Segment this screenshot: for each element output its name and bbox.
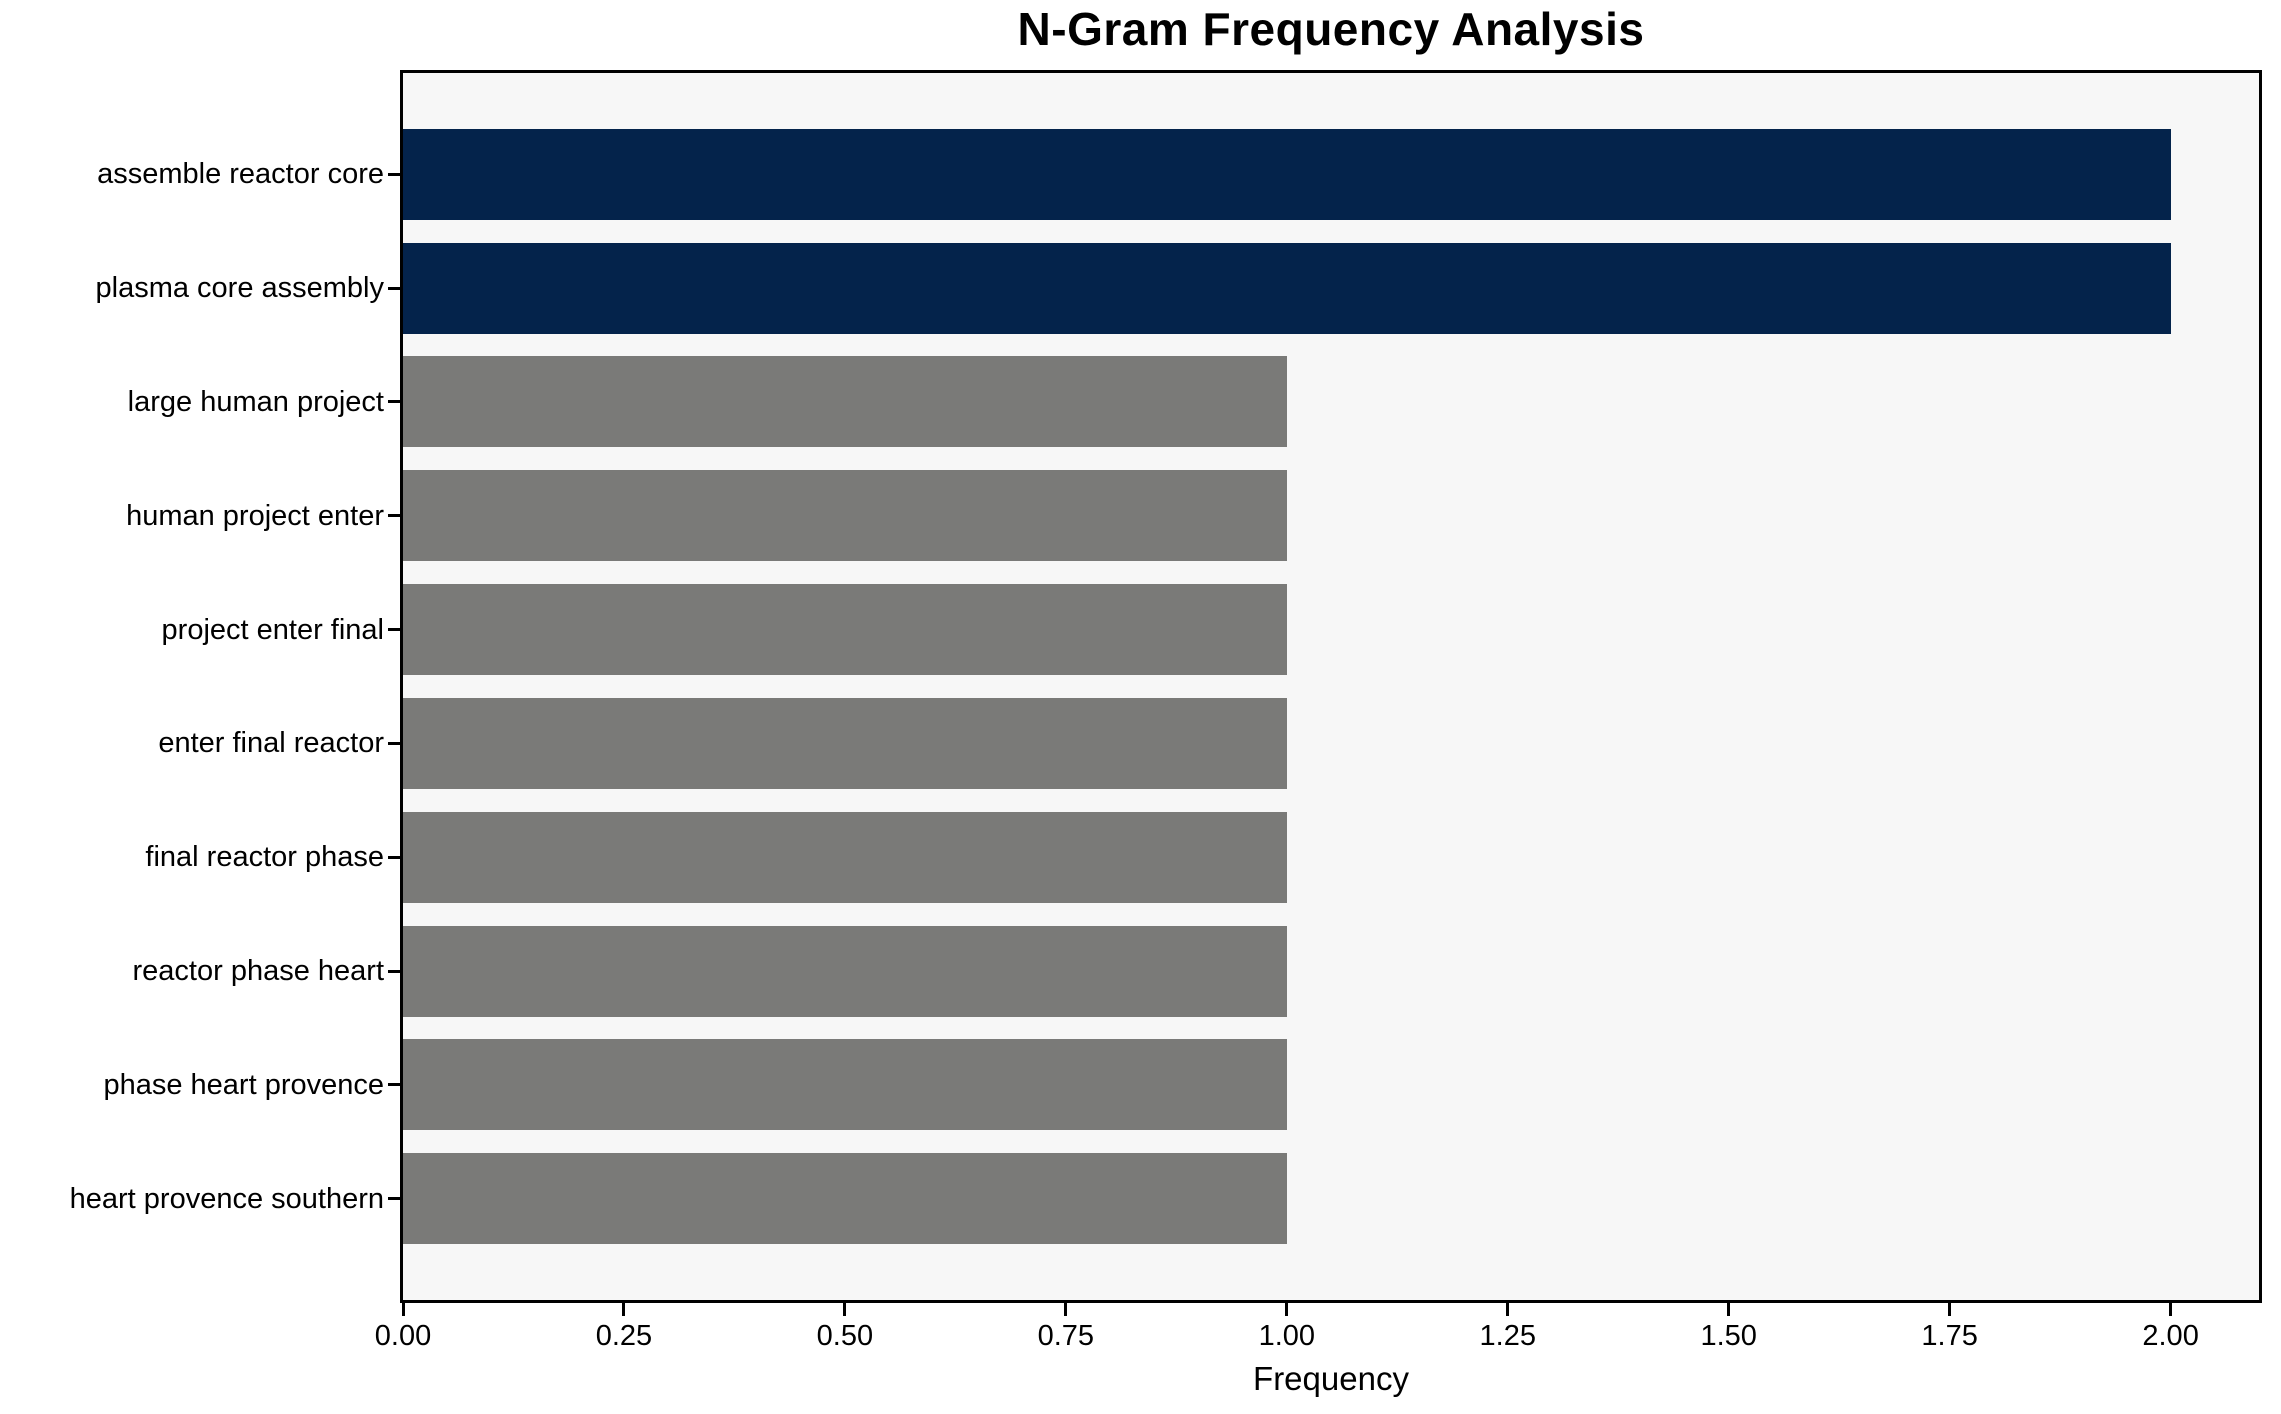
y-axis-tick: [388, 172, 400, 176]
y-tick-label: reactor phase heart: [132, 955, 384, 988]
x-tick-label: 0.00: [374, 1320, 432, 1352]
y-tick-label: phase heart provence: [103, 1068, 384, 1101]
x-axis-tick: [843, 1303, 847, 1316]
y-axis-tick: [388, 514, 400, 518]
bar: [403, 925, 1287, 1017]
y-tick-label: final reactor phase: [145, 841, 384, 874]
x-axis-label: Frequency: [1253, 1360, 1409, 1397]
bar: [403, 1153, 1287, 1245]
y-axis-tick: [388, 855, 400, 859]
y-axis-tick: [388, 628, 400, 632]
y-tick-label: large human project: [127, 385, 384, 418]
bar: [403, 470, 1287, 562]
x-tick-label: 1.75: [1921, 1320, 1978, 1352]
y-axis-tick: [388, 400, 400, 404]
y-axis-tick: [388, 741, 400, 745]
x-axis-tick: [1064, 1303, 1068, 1316]
y-axis-tick: [388, 1083, 400, 1087]
x-tick-label: 1.25: [1479, 1320, 1536, 1352]
bar: [403, 242, 2171, 334]
bar: [403, 697, 1287, 789]
y-tick-label: enter final reactor: [158, 727, 384, 760]
bar: [403, 584, 1287, 676]
bar: [403, 128, 2171, 220]
x-axis-tick: [1285, 1303, 1289, 1316]
y-tick-label: plasma core assembly: [95, 272, 385, 305]
y-axis-tick: [388, 969, 400, 973]
bar: [403, 1039, 1287, 1131]
chart-title: N-Gram Frequency Analysis: [1017, 3, 1645, 55]
x-axis-tick: [1727, 1303, 1731, 1316]
x-axis-tick: [401, 1303, 405, 1316]
x-tick-label: 1.50: [1700, 1320, 1757, 1352]
x-axis-tick: [2169, 1303, 2173, 1316]
x-axis-tick: [1948, 1303, 1952, 1316]
y-tick-label: project enter final: [161, 613, 384, 646]
bar: [403, 811, 1287, 903]
x-tick-label: 1.00: [1258, 1320, 1316, 1352]
y-axis-tick: [388, 1197, 400, 1201]
x-axis-tick: [622, 1303, 626, 1316]
x-tick-label: 0.25: [595, 1320, 653, 1352]
y-tick-label: human project enter: [126, 499, 384, 532]
y-tick-label: assemble reactor core: [97, 158, 384, 191]
y-tick-label: heart provence southern: [69, 1182, 384, 1215]
x-axis-tick: [1506, 1303, 1510, 1316]
x-tick-label: 2.00: [2142, 1320, 2199, 1352]
y-axis-tick: [388, 286, 400, 290]
x-tick-label: 0.75: [1037, 1320, 1095, 1352]
bar: [403, 356, 1287, 448]
x-tick-label: 0.50: [816, 1320, 874, 1352]
